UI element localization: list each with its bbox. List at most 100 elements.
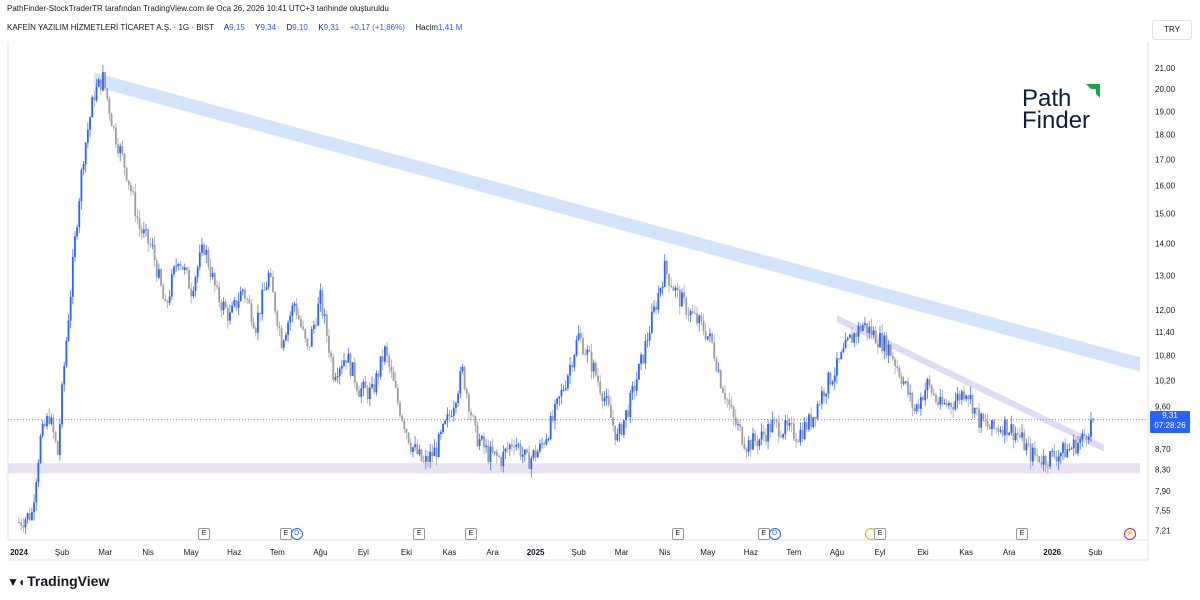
candle-body: [125, 167, 128, 181]
candle-body: [112, 126, 115, 128]
candle-body: [1070, 448, 1073, 450]
flash-event-marker[interactable]: ⚡: [1123, 528, 1136, 540]
candle-body: [988, 426, 991, 429]
candle-body: [381, 356, 384, 362]
candle-body: [810, 414, 813, 428]
candle-body: [999, 430, 1002, 432]
candle-body: [902, 381, 905, 384]
earnings-event-marker[interactable]: E: [1016, 528, 1029, 540]
candle-body: [418, 449, 421, 455]
candle-body: [1025, 443, 1028, 451]
candle-body: [487, 445, 490, 462]
open-value: 9,15: [229, 23, 245, 32]
candle-body: [657, 293, 660, 310]
candle-body: [46, 416, 48, 427]
earnings-event-marker[interactable]: E: [757, 528, 770, 540]
dividend-event-marker[interactable]: D: [768, 528, 781, 540]
candle-body: [211, 273, 214, 278]
candle-body: [691, 311, 694, 313]
candle-body: [386, 346, 388, 356]
candle-body: [504, 448, 507, 452]
candle-body: [739, 424, 741, 427]
candle-body: [1019, 434, 1021, 438]
pathfinder-logo-line2: Finder: [1022, 107, 1090, 132]
candle-body: [127, 180, 130, 185]
candle-body: [24, 519, 27, 528]
candle-body: [37, 462, 40, 483]
candle-body: [1042, 455, 1045, 465]
candle-body: [52, 417, 55, 433]
candle-body: [801, 429, 804, 440]
volume-label: Hacim: [415, 23, 439, 32]
candle-body: [633, 386, 636, 391]
candle-body: [229, 312, 231, 321]
candle-body: [371, 384, 373, 388]
candle-body: [840, 352, 843, 360]
candle-body: [588, 349, 591, 352]
symbol-name[interactable]: KAFEİN YAZILIM HİZMETLERİ TİCARET A.Ş. ·…: [7, 23, 214, 32]
candle-body: [760, 431, 763, 440]
candle-body: [894, 359, 896, 367]
x-tick-label: Kas: [959, 548, 973, 557]
candle-body: [117, 144, 119, 154]
tradingview-logo[interactable]: ▼◖ TradingView: [7, 573, 109, 589]
candle-body: [907, 381, 909, 395]
candle-body: [319, 290, 322, 304]
candle-body: [1090, 419, 1092, 437]
candle-body: [1092, 418, 1094, 420]
candle-body: [549, 416, 552, 439]
candle-body: [435, 447, 438, 458]
candle-body: [836, 358, 838, 376]
candle-body: [222, 301, 225, 311]
candle-body: [728, 399, 731, 405]
candle-body: [618, 423, 621, 435]
dividend-event-marker[interactable]: D: [290, 528, 303, 540]
earnings-event-marker[interactable]: E: [465, 528, 478, 540]
candle-body: [433, 447, 436, 457]
candle-body: [726, 399, 729, 401]
candle-body: [317, 303, 320, 326]
candle-body: [1010, 424, 1013, 433]
candle-body: [489, 446, 492, 462]
candle-body: [76, 227, 79, 237]
candle-body: [566, 375, 569, 389]
candle-body: [1029, 443, 1032, 462]
candle-body: [950, 402, 952, 408]
candle-body: [797, 441, 800, 443]
pathfinder-logo: Path Finder: [1022, 84, 1100, 132]
candle-body: [1055, 456, 1058, 462]
candle-body: [784, 420, 787, 435]
candle-body: [569, 364, 571, 376]
x-tick-label: 2025: [527, 548, 545, 557]
candle-body: [1062, 442, 1064, 453]
currency-selector[interactable]: TRY: [1152, 20, 1192, 40]
earnings-event-marker[interactable]: E: [198, 528, 211, 540]
x-tick-label: Tem: [786, 548, 801, 557]
candle-body: [597, 375, 599, 382]
candle-body: [898, 368, 901, 377]
candle-body: [97, 79, 100, 87]
candle-body: [254, 328, 257, 333]
earnings-event-marker[interactable]: E: [413, 528, 426, 540]
earnings-event-marker[interactable]: E: [874, 528, 886, 540]
candle-body: [272, 276, 274, 293]
candle-body: [924, 390, 927, 401]
candle-body: [69, 296, 72, 321]
candle-body: [795, 438, 797, 442]
candle-body: [304, 329, 307, 339]
candle-body: [250, 303, 253, 323]
x-tick-label: Mar: [615, 548, 629, 557]
candle-body: [780, 436, 782, 438]
candle-body: [713, 341, 716, 359]
candle-body: [584, 354, 587, 356]
candle-body: [177, 264, 180, 267]
candle-body: [1023, 432, 1026, 451]
earnings-event-marker[interactable]: E: [671, 528, 684, 540]
candle-body: [562, 389, 565, 391]
candle-body: [233, 300, 236, 306]
candle-body: [857, 325, 860, 337]
candle-body: [666, 260, 668, 274]
candle-body: [620, 423, 623, 435]
candle-body: [973, 407, 976, 414]
